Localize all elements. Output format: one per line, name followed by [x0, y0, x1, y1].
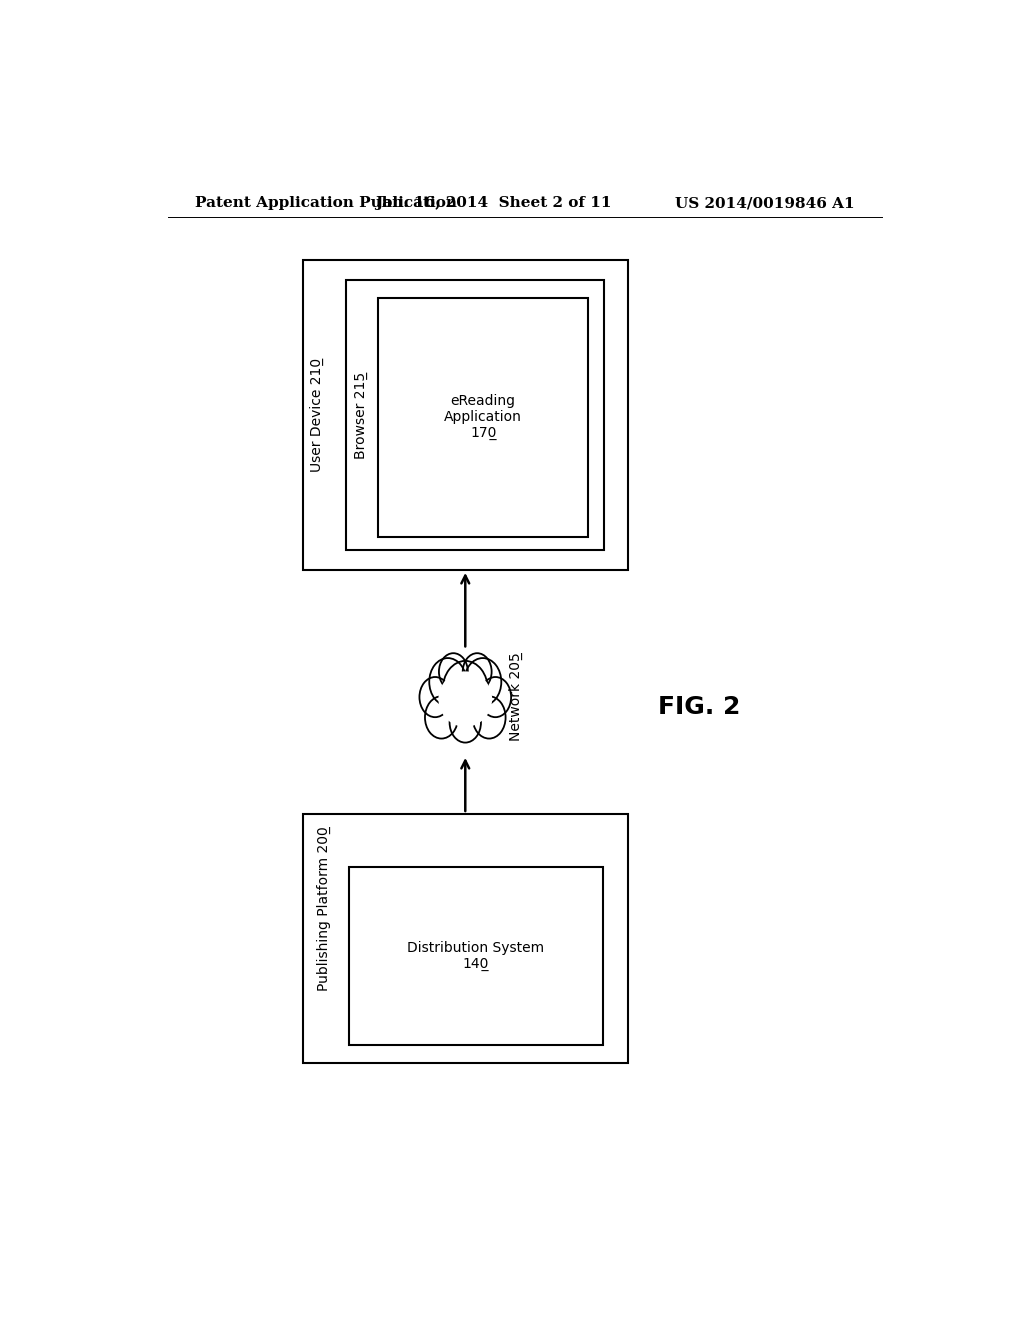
Ellipse shape — [425, 696, 458, 739]
Text: Patent Application Publication: Patent Application Publication — [196, 197, 458, 210]
Ellipse shape — [429, 659, 466, 706]
Ellipse shape — [464, 659, 502, 706]
Bar — [303, 260, 628, 570]
Text: US 2014/0019846 A1: US 2014/0019846 A1 — [675, 197, 854, 210]
Ellipse shape — [463, 653, 492, 690]
Ellipse shape — [439, 653, 468, 690]
Bar — [303, 814, 628, 1063]
Ellipse shape — [442, 661, 488, 719]
Text: Network 205̲: Network 205̲ — [509, 652, 523, 742]
Text: Jan. 16, 2014  Sheet 2 of 11: Jan. 16, 2014 Sheet 2 of 11 — [375, 197, 611, 210]
Text: User Device 210̲: User Device 210̲ — [310, 358, 324, 473]
Bar — [346, 280, 604, 549]
Ellipse shape — [438, 672, 493, 727]
Text: FIG. 2: FIG. 2 — [658, 696, 740, 719]
Ellipse shape — [473, 696, 506, 739]
Text: Browser 215̲: Browser 215̲ — [353, 371, 368, 458]
Bar — [378, 297, 589, 536]
Ellipse shape — [480, 677, 511, 717]
Ellipse shape — [420, 677, 451, 717]
Text: Distribution System
140̲: Distribution System 140̲ — [407, 941, 544, 972]
Text: eReading
Application
170̲: eReading Application 170̲ — [444, 393, 522, 441]
Ellipse shape — [450, 702, 481, 743]
Text: Publishing Platform 200̲: Publishing Platform 200̲ — [316, 826, 331, 991]
Bar — [348, 867, 602, 1044]
